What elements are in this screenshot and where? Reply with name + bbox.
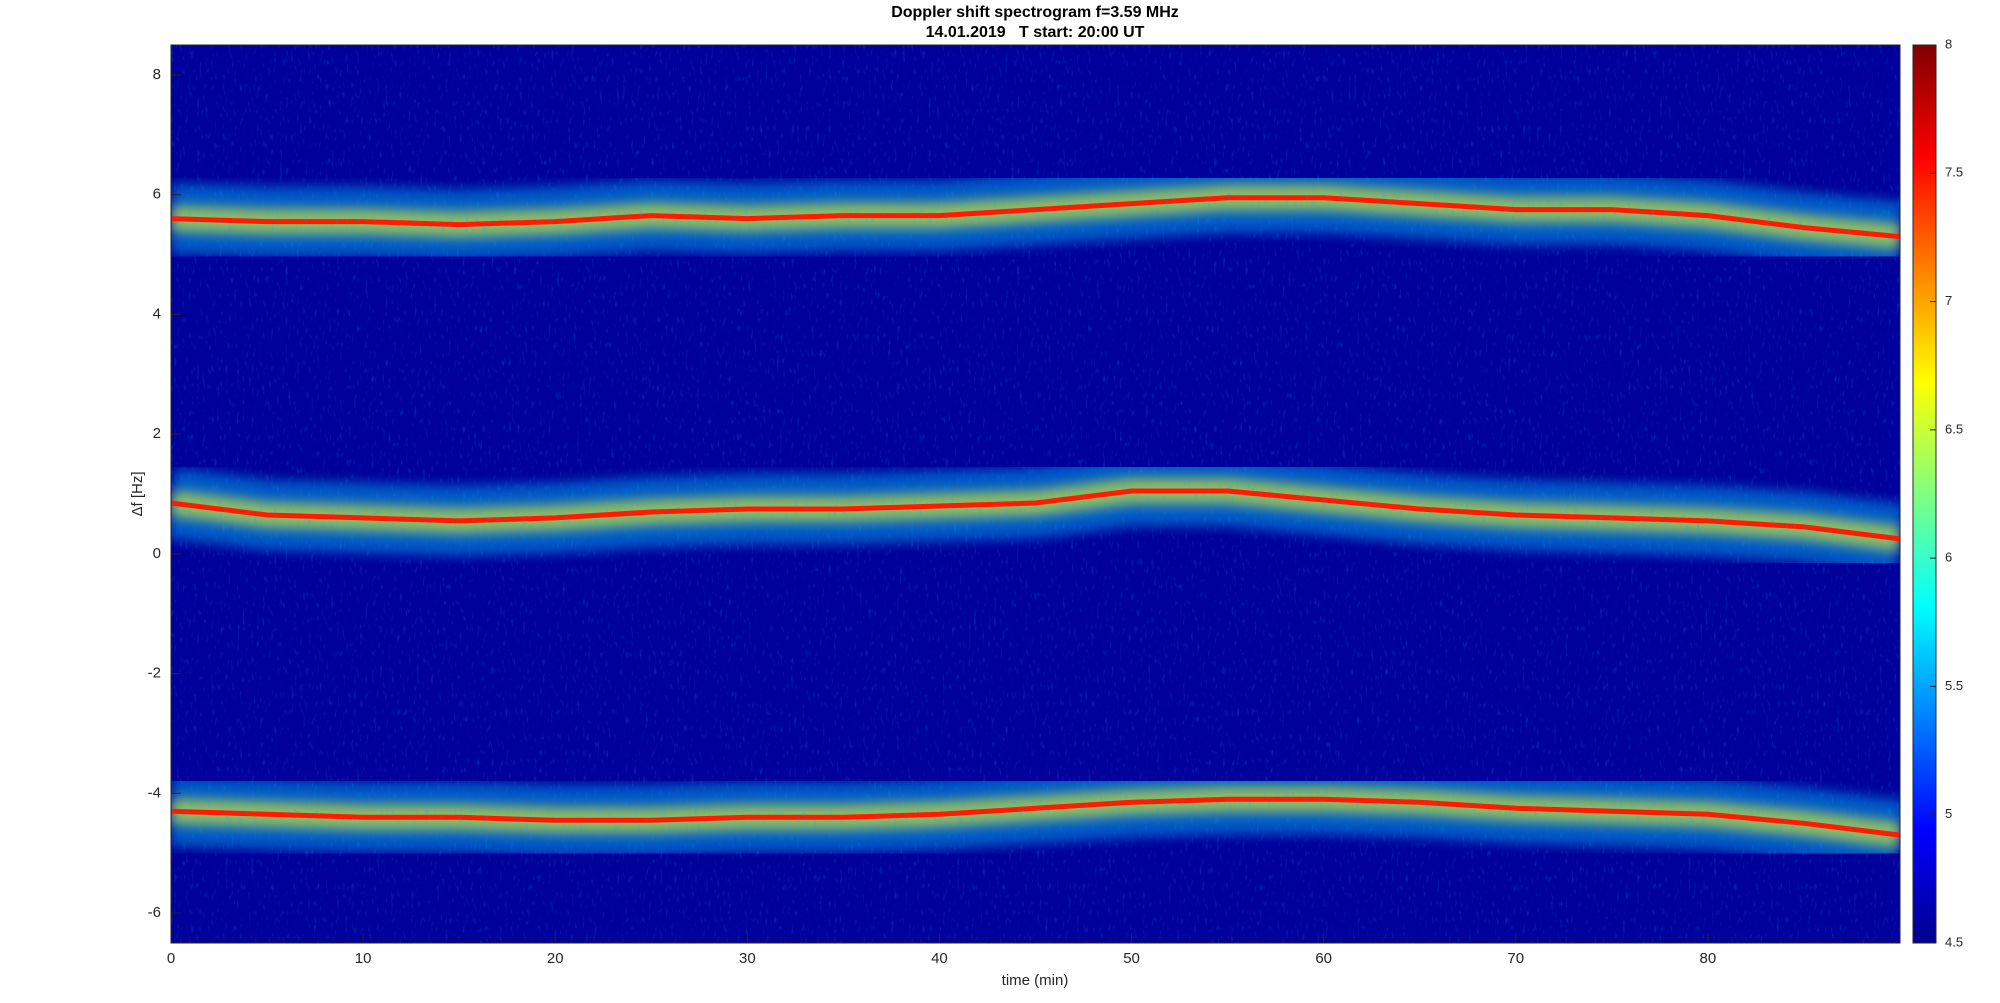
y-tick-label: 4 (153, 305, 161, 322)
noise-texture (171, 45, 1900, 943)
x-tick-label: 0 (167, 950, 175, 967)
colorbar-tick-label: 5.5 (1945, 678, 1963, 693)
plot-frame (170, 44, 1901, 944)
y-tick-label: 8 (153, 66, 161, 83)
chart-title: Doppler shift spectrogram f=3.59 MHz (891, 4, 1179, 21)
x-tick-label: 20 (547, 950, 564, 967)
x-tick-label: 10 (355, 950, 372, 967)
x-tick-label: 50 (1123, 950, 1140, 967)
colorbar-tick-label: 6 (1945, 550, 1952, 565)
x-axis-label: time (min) (1002, 972, 1069, 989)
y-tick-label: -6 (148, 904, 161, 921)
colorbar-tick-label: 7 (1945, 293, 1952, 308)
colorbar (1912, 44, 1937, 944)
x-tick-label: 60 (1315, 950, 1332, 967)
x-tick-label: 70 (1507, 950, 1524, 967)
colorbar-tick-label: 6.5 (1945, 421, 1963, 436)
colorbar-tick-label: 8 (1945, 36, 1952, 51)
y-tick-label: 6 (153, 186, 161, 203)
y-tick-label: 0 (153, 545, 161, 562)
colorbar-tick-label: 7.5 (1945, 165, 1963, 180)
y-axis-label: Δf [Hz] (129, 471, 146, 516)
x-tick-label: 80 (1700, 950, 1717, 967)
y-tick-label: 2 (153, 425, 161, 442)
y-tick-label: -4 (148, 784, 161, 801)
colorbar-tick-label: 5 (1945, 806, 1952, 821)
colorbar-tick-label: 4.5 (1945, 934, 1963, 949)
chart-subtitle: 14.01.2019 T start: 20:00 UT (926, 24, 1145, 41)
y-tick-label: -2 (148, 665, 161, 682)
x-tick-label: 40 (931, 950, 948, 967)
x-tick-label: 30 (739, 950, 756, 967)
